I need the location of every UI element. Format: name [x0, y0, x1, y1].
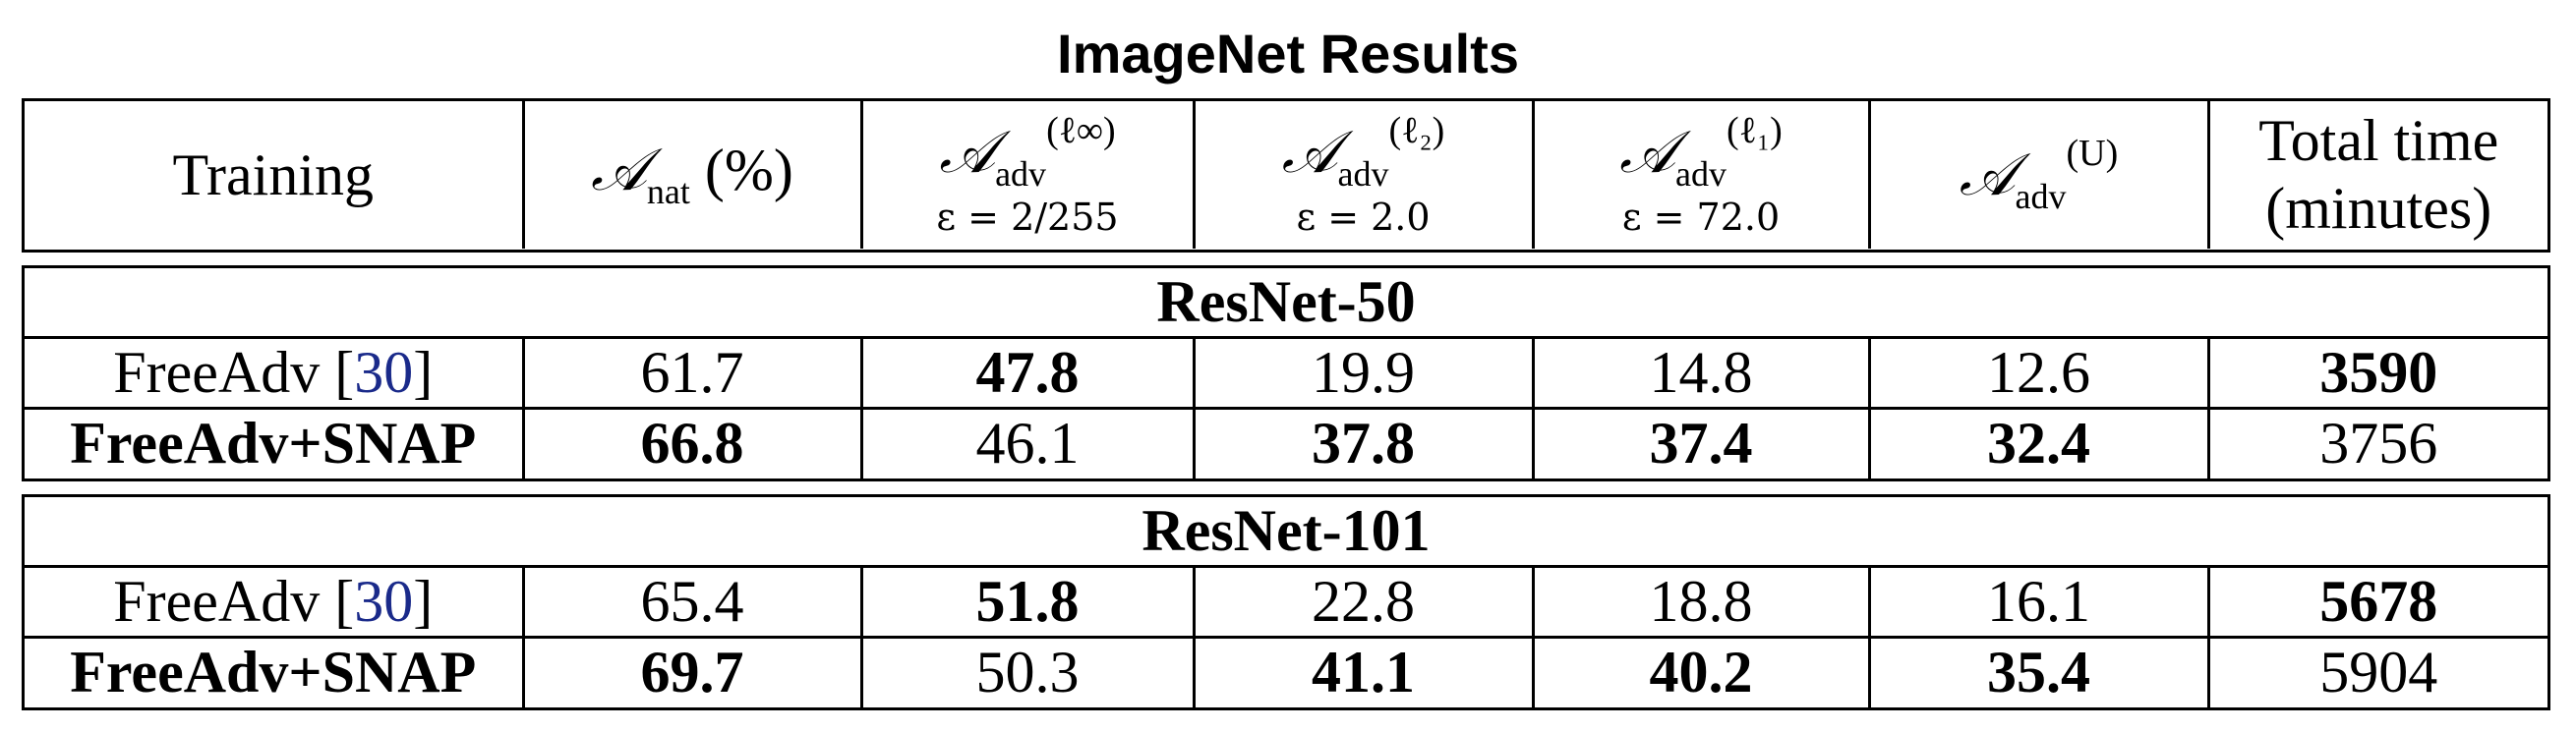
cell-l2: 37.8: [1192, 408, 1535, 479]
cell-time: 3756: [2206, 408, 2548, 479]
header-training: Training: [25, 101, 525, 249]
cell-linf: 51.8: [859, 566, 1196, 639]
cell-linf: 50.3: [859, 637, 1196, 707]
row-training: FreeAdv [30]: [25, 337, 525, 410]
header-total-time: Total time (minutes): [2206, 101, 2547, 249]
row-training: FreeAdv [30]: [25, 566, 525, 639]
header-adv-l1: 𝒜adv(ℓ₁) ε = 72.0: [1531, 101, 1871, 249]
cell-union: 16.1: [1867, 566, 2210, 639]
cell-nat: 61.7: [521, 337, 863, 410]
cell-l1: 37.4: [1531, 408, 1871, 479]
header-adv-union: 𝒜adv(U): [1867, 101, 2210, 249]
table-row: FreeAdv+SNAP 66.8 46.1 37.8 37.4 32.4 37…: [25, 408, 2548, 479]
citation-link[interactable]: 30: [354, 569, 414, 634]
citation-link[interactable]: 30: [354, 340, 414, 405]
row-training: FreeAdv+SNAP: [25, 637, 525, 707]
cell-nat: 66.8: [521, 408, 863, 479]
page-title: ImageNet Results: [1057, 23, 1519, 84]
section-table-resnet101: ResNet-101 FreeAdv [30] 65.4 51.8 22.8 1…: [22, 494, 2550, 710]
table-row: FreeAdv+SNAP 69.7 50.3 41.1 40.2 35.4 59…: [25, 637, 2547, 707]
table-row: FreeAdv [30] 61.7 47.8 19.9 14.8 12.6 35…: [25, 337, 2548, 410]
cell-linf: 46.1: [859, 408, 1196, 479]
cell-union: 32.4: [1867, 408, 2210, 479]
cell-union: 12.6: [1867, 337, 2210, 410]
cell-nat: 69.7: [521, 637, 863, 707]
cell-l1: 18.8: [1531, 566, 1871, 639]
row-training: FreeAdv+SNAP: [25, 408, 525, 479]
cell-time: 3590: [2206, 337, 2548, 410]
header-adv-linf: 𝒜adv(ℓ∞) ε = 2/255: [859, 101, 1196, 249]
cell-nat: 65.4: [521, 566, 863, 639]
cell-union: 35.4: [1867, 637, 2210, 707]
cell-l1: 40.2: [1531, 637, 1871, 707]
header-table: Training 𝒜nat (%) 𝒜adv(ℓ∞) ε = 2/255 𝒜ad…: [22, 98, 2550, 253]
header-nat-accuracy: 𝒜nat (%): [521, 101, 863, 249]
table-row: FreeAdv [30] 65.4 51.8 22.8 18.8 16.1 56…: [25, 566, 2547, 639]
cell-time: 5678: [2206, 566, 2547, 639]
cell-l2: 19.9: [1192, 337, 1535, 410]
cell-l1: 14.8: [1531, 337, 1871, 410]
section-title: ResNet-50: [25, 268, 2548, 339]
section-table-resnet50: ResNet-50 FreeAdv [30] 61.7 47.8 19.9 14…: [22, 265, 2550, 481]
cell-linf: 47.8: [859, 337, 1196, 410]
header-adv-l2: 𝒜adv(ℓ₂) ε = 2.0: [1192, 101, 1535, 249]
cell-l2: 41.1: [1192, 637, 1535, 707]
cell-l2: 22.8: [1192, 566, 1535, 639]
cell-time: 5904: [2206, 637, 2547, 707]
section-title: ResNet-101: [25, 497, 2547, 568]
